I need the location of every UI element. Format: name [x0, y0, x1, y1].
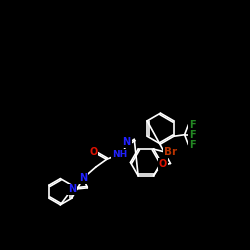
Text: N: N	[122, 137, 131, 147]
Text: Br: Br	[164, 147, 177, 157]
Text: N: N	[68, 184, 76, 194]
Text: NH: NH	[112, 150, 127, 159]
Text: O: O	[159, 159, 167, 169]
Text: F: F	[189, 140, 196, 150]
Text: N: N	[80, 173, 88, 183]
Text: O: O	[89, 147, 98, 157]
Text: F: F	[189, 120, 196, 130]
Text: F: F	[189, 130, 196, 140]
